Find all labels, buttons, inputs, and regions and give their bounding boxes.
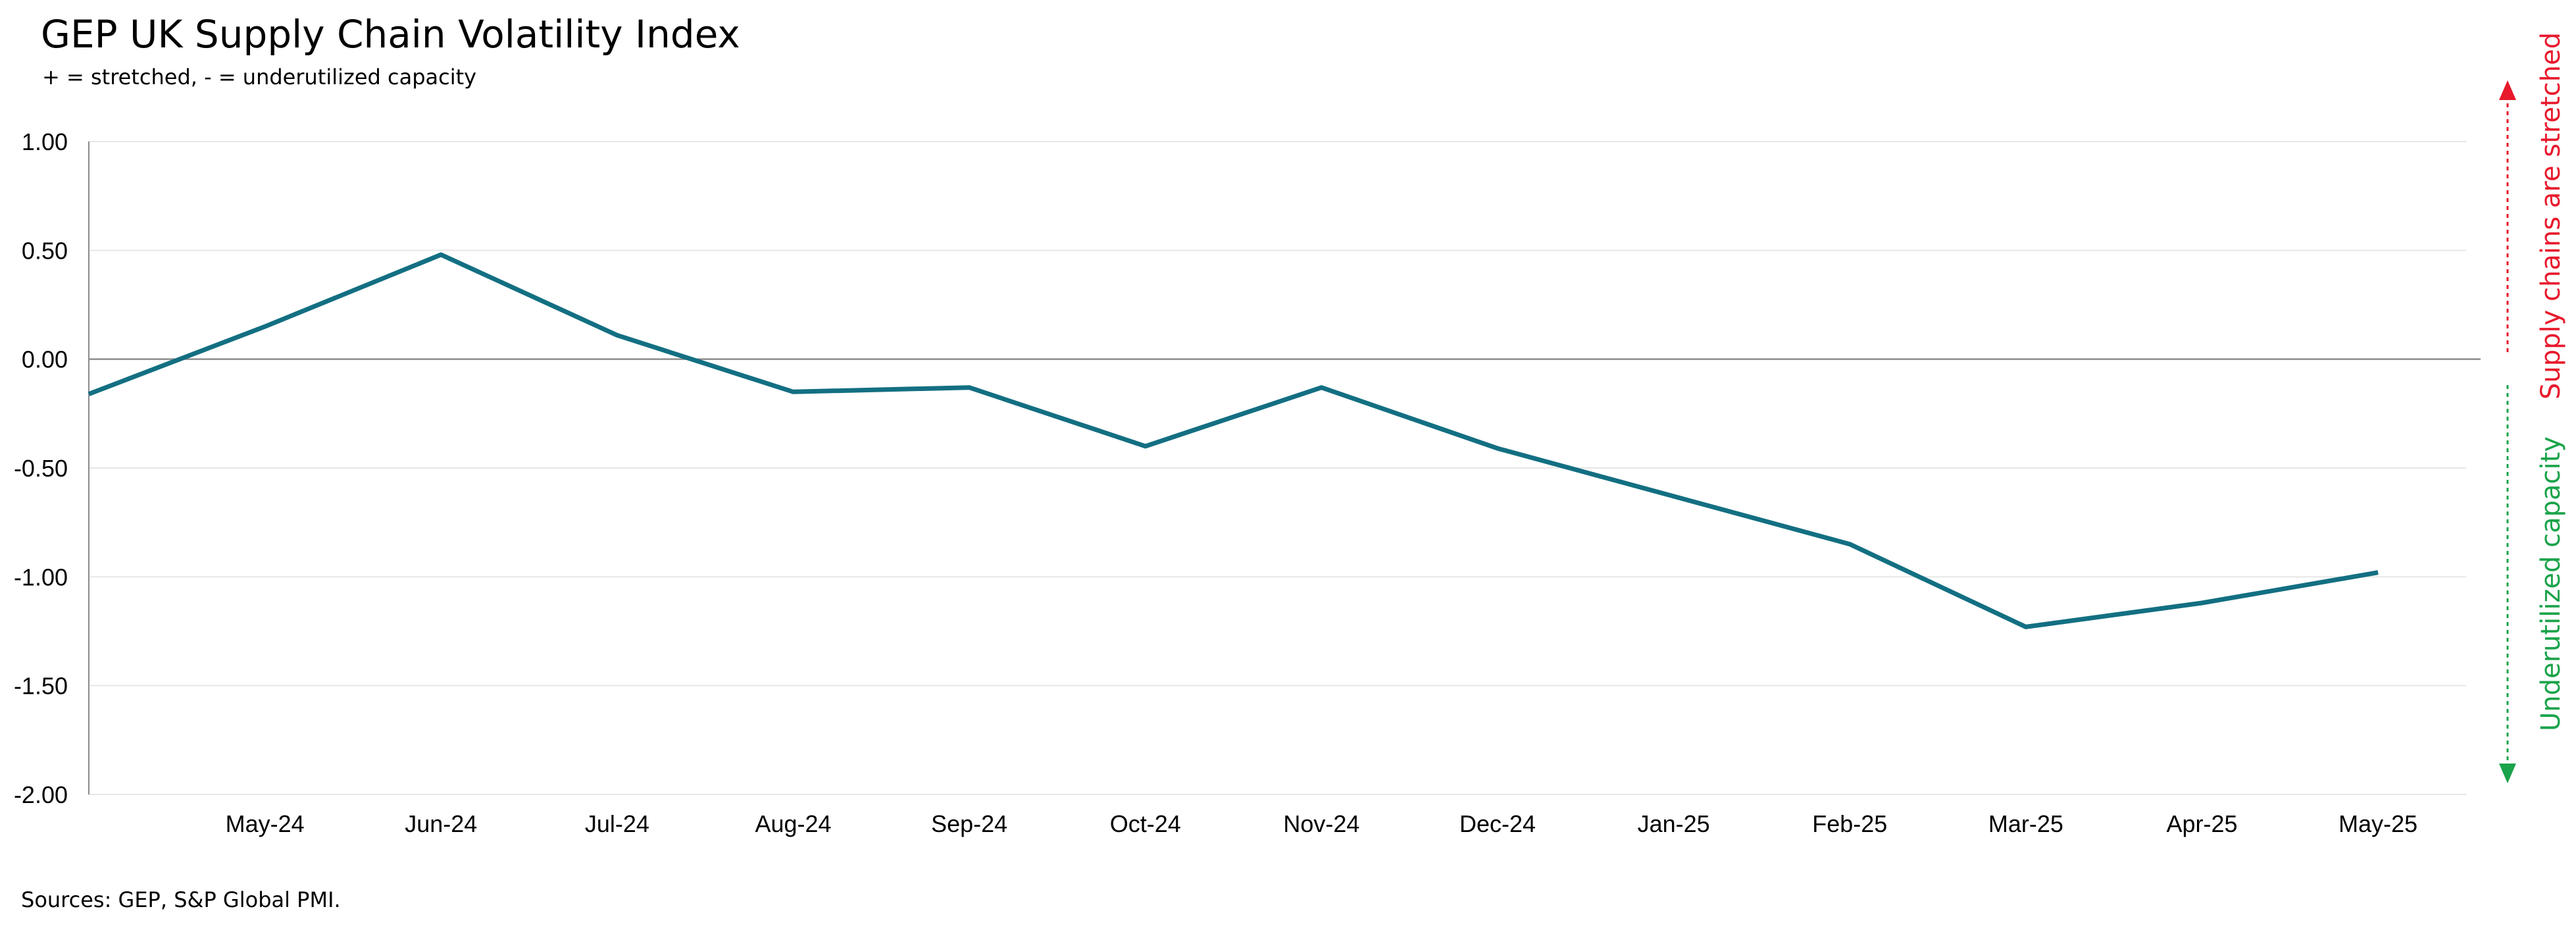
y-tick-label: 0.50	[22, 237, 68, 264]
chart-subtitle: + = stretched, - = underutilized capacit…	[42, 65, 477, 90]
y-tick-label: 0.00	[22, 346, 68, 373]
y-tick-labels: 1.00 0.50 0.00 -0.50 -1.00 -1.50 -2.00	[14, 128, 68, 808]
stretched-label: Supply chains are stretched	[2536, 32, 2566, 400]
series-line	[88, 252, 2379, 629]
down-arrow-icon	[2499, 764, 2516, 783]
x-tick-labels: May-24 Jun-24 Jul-24 Aug-24 Sep-24 Oct-24 Nov-…	[226, 810, 2418, 837]
x-tick-label: Feb-25	[1812, 810, 1887, 837]
y-tick-label: -2.00	[14, 781, 68, 808]
y-tick-label: -0.50	[14, 455, 68, 482]
x-tick-label: Nov-24	[1283, 810, 1359, 837]
series	[88, 252, 2379, 629]
chart-title: GEP UK Supply Chain Volatility Index	[41, 12, 740, 57]
x-tick-label: May-24	[226, 810, 305, 837]
x-tick-label: Jul-24	[585, 810, 649, 837]
up-arrow-icon	[2499, 80, 2516, 100]
x-tick-label: Aug-24	[755, 810, 831, 837]
y-tick-label: -1.50	[14, 673, 68, 700]
x-tick-label: Oct-24	[1110, 810, 1181, 837]
x-tick-label: Jun-24	[405, 810, 477, 837]
x-tick-label: Jan-25	[1638, 810, 1710, 837]
axes	[88, 142, 2481, 794]
y-tick-label: 1.00	[22, 128, 68, 155]
underutilized-label: Underutilized capacity	[2536, 436, 2566, 731]
x-tick-label: Dec-24	[1459, 810, 1536, 837]
x-tick-label: Sep-24	[931, 810, 1007, 837]
source-note: Sources: GEP, S&P Global PMI.	[21, 887, 341, 912]
gridlines	[89, 141, 2466, 795]
x-tick-label: May-25	[2338, 810, 2417, 837]
x-tick-label: Mar-25	[1988, 810, 2063, 837]
x-tick-label: Apr-25	[2167, 810, 2238, 837]
side-indicators: Supply chains are stretched Underutilized…	[2499, 32, 2566, 783]
y-tick-label: -1.00	[14, 563, 68, 590]
